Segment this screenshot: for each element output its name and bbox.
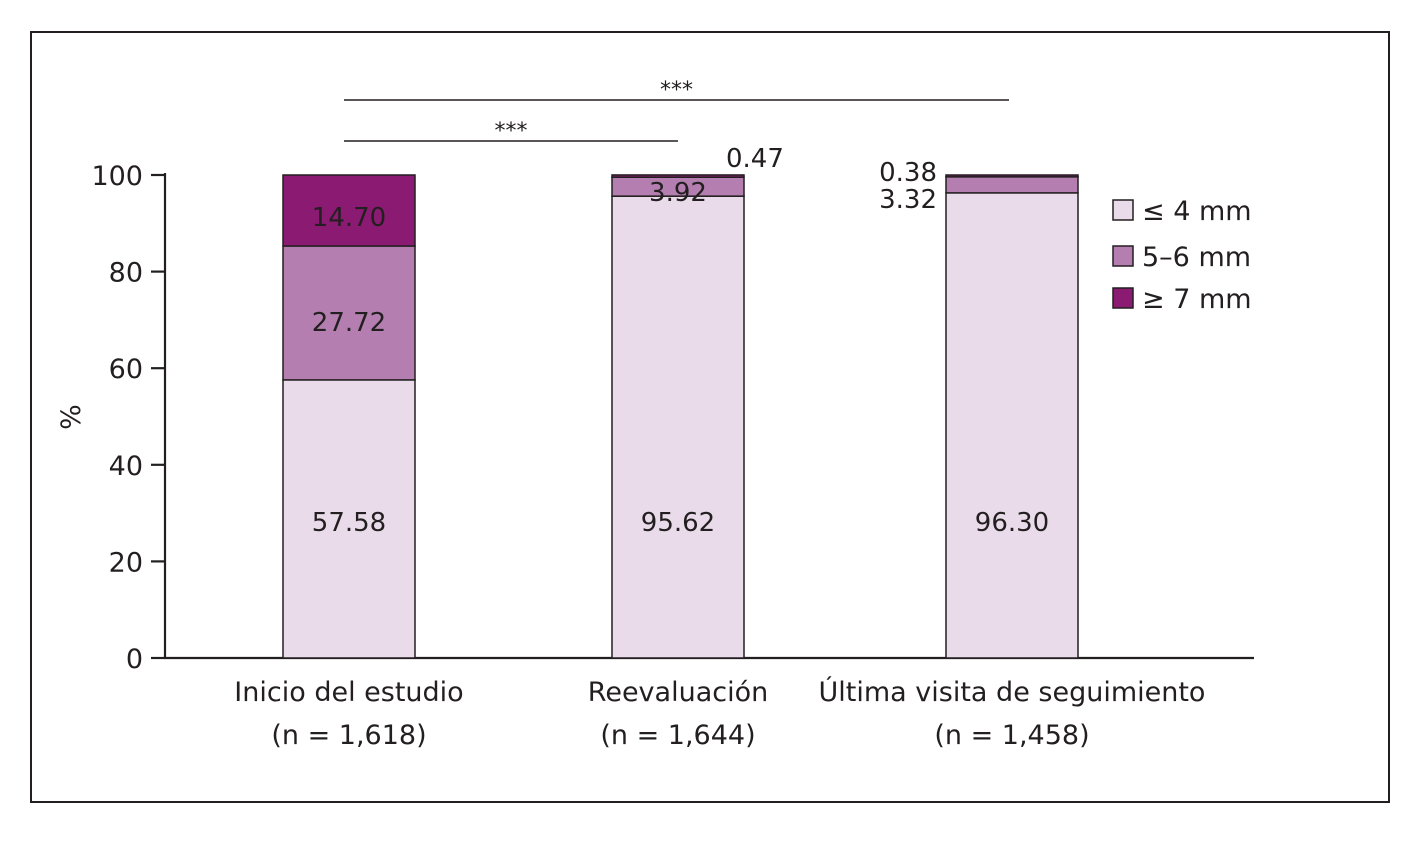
y-tick-label: 100: [91, 161, 143, 192]
x-category-label: Última visita de seguimiento: [819, 676, 1206, 708]
y-tick-label: 20: [109, 547, 143, 578]
legend-swatch-2: [1112, 245, 1134, 267]
x-category-sublabel: (n = 1,458): [934, 720, 1089, 751]
data-label-1-3: 14.70: [312, 203, 386, 233]
legend-swatch-1: [1112, 199, 1134, 221]
significance-label: ***: [660, 78, 693, 103]
data-label-1-1: 57.58: [312, 508, 386, 538]
chart-frame: [30, 31, 1390, 803]
x-category-label: Inicio del estudio: [234, 677, 463, 708]
y-tick-label: 80: [109, 258, 143, 289]
bar-segment-2-1: [611, 195, 745, 659]
data-label-3-1: 96.30: [975, 508, 1049, 538]
bar-segment-2-3: [611, 174, 745, 178]
legend-swatch-3: [1112, 287, 1134, 309]
y-tick-label: 0: [126, 644, 143, 675]
y-tick-label: 40: [109, 451, 143, 482]
x-category-sublabel: (n = 1,618): [271, 720, 426, 751]
y-tick-label: 60: [109, 354, 143, 385]
bar-segment-3-3: [945, 174, 1079, 178]
legend-label-2: 5–6 mm: [1142, 242, 1251, 273]
y-axis-title: %: [56, 404, 87, 430]
significance-label: ***: [495, 119, 528, 144]
bar-segment-3-1: [945, 192, 1079, 659]
bar-segment-1-3: [282, 174, 416, 247]
bar-segment-1-1: [282, 379, 416, 659]
data-label-2-3: 0.47: [726, 144, 784, 174]
data-label-2-1: 95.62: [641, 508, 715, 538]
data-label-1-2: 27.72: [312, 308, 386, 338]
data-label-3-3: 0.38: [879, 158, 937, 188]
x-category-label: Reevaluación: [588, 677, 768, 708]
data-label-3-2: 3.32: [879, 185, 937, 215]
legend-label-1: ≤ 4 mm: [1142, 196, 1252, 227]
legend-label-3: ≥ 7 mm: [1142, 284, 1252, 315]
bar-segment-3-2: [945, 176, 1079, 194]
x-category-sublabel: (n = 1,644): [600, 720, 755, 751]
data-label-2-2: 3.92: [649, 178, 707, 208]
